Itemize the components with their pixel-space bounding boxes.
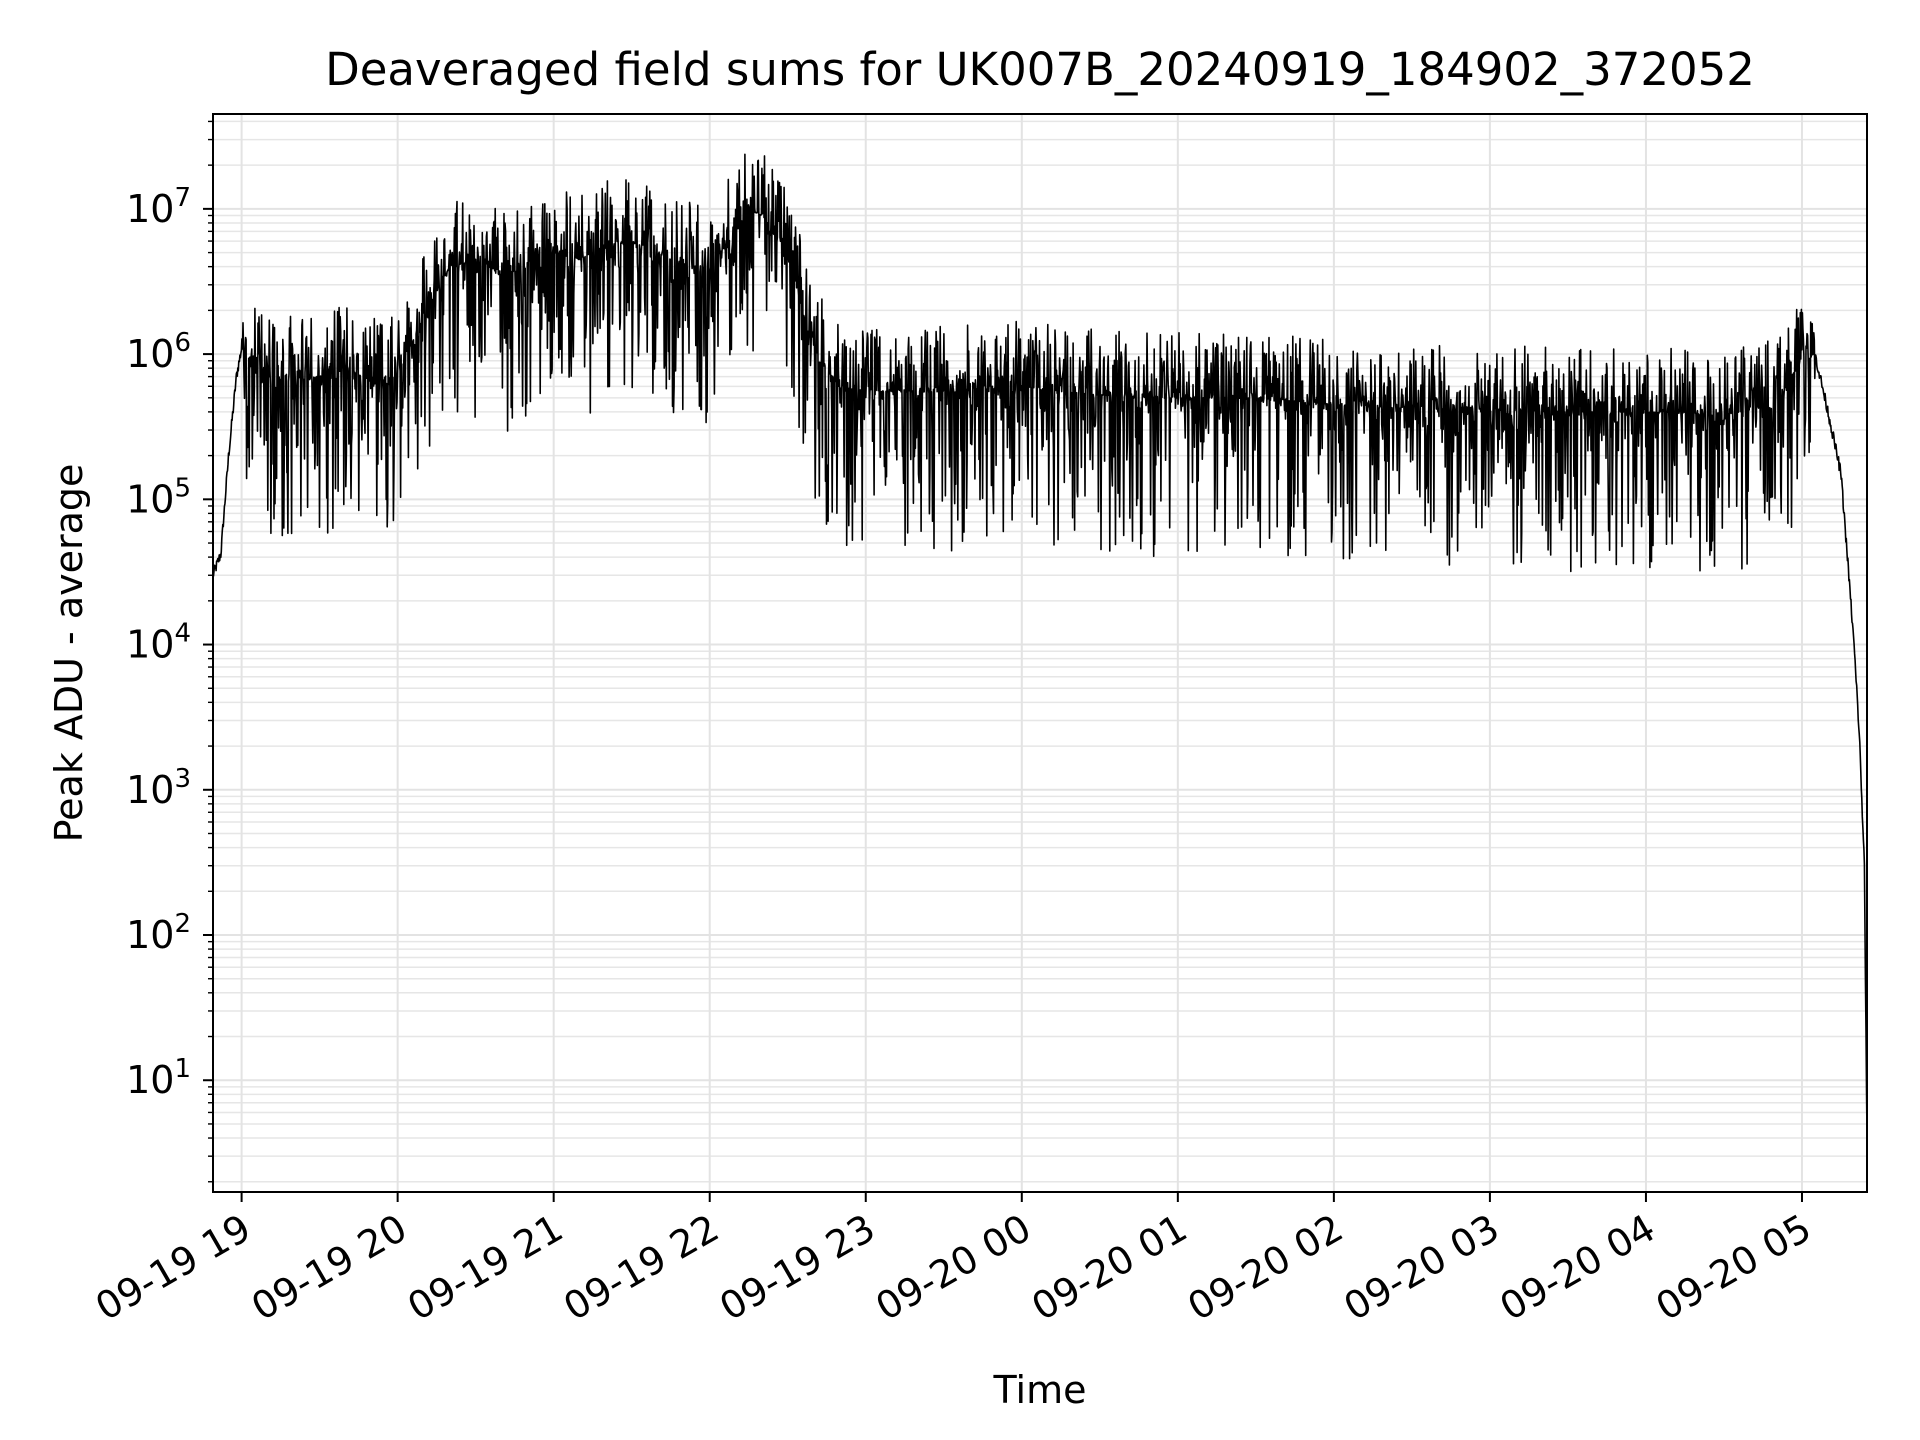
y-tick-label: 107 [126,183,191,231]
x-tick-label: 09-20 03 [1336,1206,1506,1330]
x-tick-label: 09-19 19 [88,1206,258,1330]
y-axis: 101 102 103 104 105 106 107 [126,120,213,1183]
x-axis-label: Time [993,1368,1087,1412]
x-tick-label: 09-20 04 [1492,1206,1662,1330]
plot-frame [212,113,1868,1193]
y-tick-label: 102 [126,909,191,957]
x-tick-label: 09-19 23 [712,1206,882,1330]
x-tick-label: 09-19 20 [244,1206,414,1330]
chart-title: Deaveraged field sums for UK007B_2024091… [325,43,1755,96]
y-axis-label: Peak ADU - average [47,464,91,843]
y-tick-label: 104 [126,619,191,667]
x-tick-label: 09-20 00 [868,1206,1038,1330]
x-tick-label: 09-19 22 [556,1206,726,1330]
series-line [212,153,1868,1135]
minor-grid [213,120,1867,1183]
major-grid [213,114,1867,1192]
y-tick-label: 106 [126,328,191,376]
x-tick-label: 09-20 01 [1024,1206,1194,1330]
x-tick-label: 09-20 02 [1180,1206,1350,1330]
x-tick-label: 09-20 05 [1649,1206,1819,1330]
y-tick-label: 105 [126,473,191,521]
y-tick-label: 103 [126,764,191,812]
y-tick-label: 101 [126,1054,191,1102]
x-tick-label: 09-19 21 [400,1206,570,1330]
